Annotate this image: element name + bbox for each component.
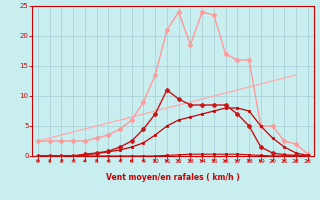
X-axis label: Vent moyen/en rafales ( km/h ): Vent moyen/en rafales ( km/h ) bbox=[106, 173, 240, 182]
